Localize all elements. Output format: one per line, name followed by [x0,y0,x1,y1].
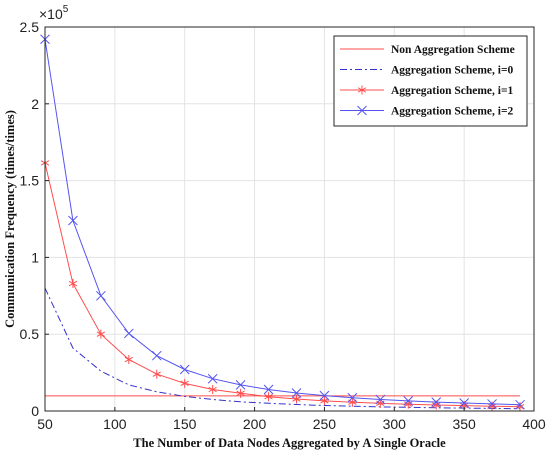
y-axis-exponent: ×105 [39,4,69,22]
x-tick-label: 400 [522,416,546,432]
y-axis-exponent-base: ×10 [39,6,63,22]
legend-label: Non Aggregation Scheme [391,44,515,56]
x-tick-label: 50 [37,416,53,432]
marker-x [347,392,358,403]
marker-x [431,397,442,407]
legend-item: Aggregation Scheme, i=0 [340,65,514,77]
marker-x [319,390,330,401]
y-tick-label: 1.5 [20,173,40,189]
marker-x [357,105,367,116]
series-3 [40,158,525,412]
x-tick-label: 200 [243,416,267,432]
series-line [44,162,521,408]
marker-asterisk [208,384,217,394]
y-axis-exponent-power: 5 [63,4,69,15]
marker-x [68,215,78,226]
axis-ticks: 50 100 150 200 250 300 350 400 0 0.5 1 1.5 2 2.5 [20,19,546,432]
series-4 [40,34,525,410]
x-tick-label: 150 [173,416,197,432]
legend-label: Aggregation Scheme, i=2 [391,106,514,118]
marker-asterisk [180,378,189,388]
y-tick-label: 2 [31,96,39,112]
marker-x [291,388,302,398]
marker-asterisk [320,396,329,406]
legend-item: Aggregation Scheme, i=1 [340,85,514,97]
marker-asterisk [264,392,273,402]
y-tick-label: 0.5 [20,326,40,342]
marker-asterisk [357,85,367,95]
plot-frame [44,26,535,412]
series-layer [40,34,525,412]
y-axis-label: Communication Frequency (times/times) [3,110,17,328]
marker-x [459,398,469,408]
marker-asterisk [152,369,161,379]
marker-x [179,364,190,375]
x-tick-label: 350 [452,416,476,432]
marker-x [151,350,162,361]
marker-asterisk [96,329,106,339]
series-2 [44,287,521,410]
marker-asterisk [236,388,245,398]
marker-x [487,399,497,409]
y-tick-label: 0 [31,403,39,419]
legend-label: Aggregation Scheme, i=1 [391,85,514,97]
marker-asterisk [124,355,133,365]
x-tick-label: 250 [313,416,337,432]
legend-item: Non Aggregation Scheme [340,44,515,56]
legend-item: Aggregation Scheme, i=2 [340,106,514,118]
marker-asterisk [292,394,301,404]
x-axis-label: The Number of Data Nodes Aggregated by A… [133,436,446,450]
legend: Non Aggregation Scheme Aggregation Scheme… [333,35,528,127]
x-tick-label: 100 [103,416,127,432]
marker-asterisk [515,402,525,412]
series-line [44,287,521,410]
marker-x [123,328,134,339]
marker-x [96,290,106,301]
marker-x [403,396,414,406]
legend-label: Aggregation Scheme, i=0 [391,65,514,77]
series-line [44,39,521,406]
marker-x [235,380,246,390]
x-tick-label: 300 [383,416,407,432]
marker-x [375,394,386,405]
marker-x [207,373,218,384]
y-tick-label: 1 [31,249,39,265]
marker-x [263,384,274,395]
marker-asterisk [68,279,78,289]
y-tick-label: 2.5 [20,19,40,35]
marker-x [515,399,525,410]
